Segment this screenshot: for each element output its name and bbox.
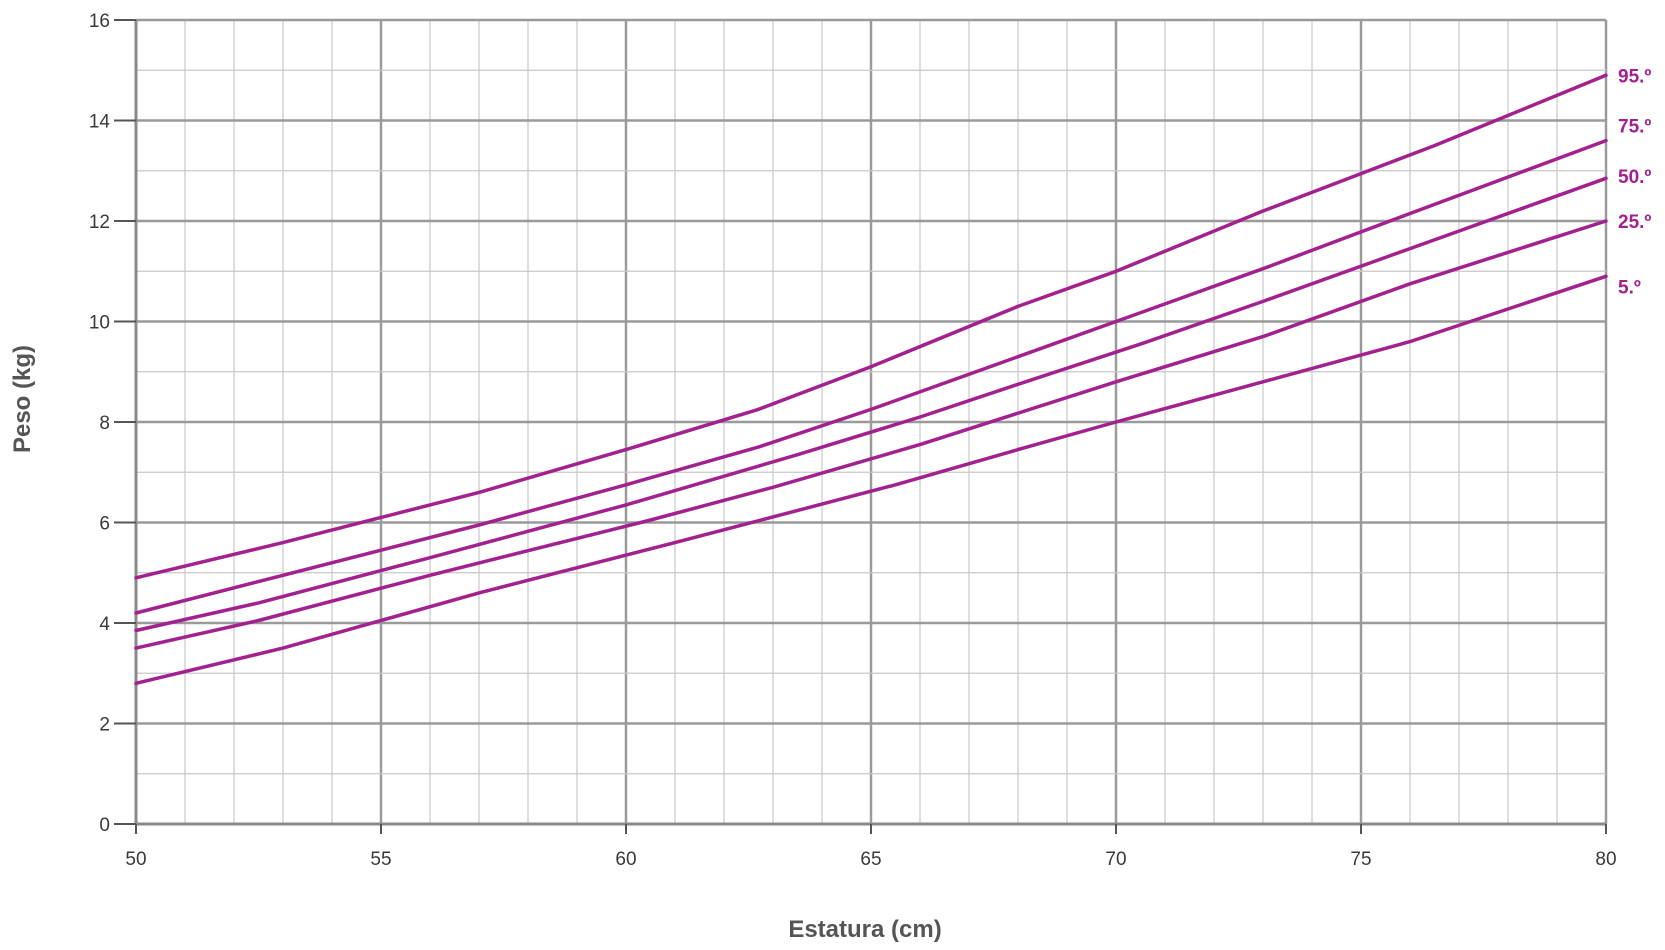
y-tick-label: 0 <box>99 815 110 836</box>
x-tick-label: 80 <box>1595 849 1616 870</box>
y-axis-title: Peso (kg) <box>9 345 36 453</box>
x-tick-label: 65 <box>860 849 881 870</box>
series-label: 5.º <box>1618 277 1641 298</box>
x-tick-label: 70 <box>1105 849 1126 870</box>
y-tick-label: 4 <box>99 614 110 635</box>
x-tick-label: 55 <box>370 849 391 870</box>
y-tick-label: 2 <box>99 715 110 736</box>
series-label: 25.º <box>1618 212 1651 233</box>
y-tick-label: 12 <box>89 212 110 233</box>
y-tick-label: 6 <box>99 514 110 535</box>
series-label: 95.º <box>1618 66 1651 87</box>
x-tick-label: 75 <box>1350 849 1371 870</box>
y-tick-label: 16 <box>89 11 110 32</box>
series-line-2 <box>134 176 1608 633</box>
series-labels: 95.º 75.º 50.º 25.º 5.º <box>1618 66 1651 298</box>
y-tick-label: 10 <box>89 313 110 334</box>
x-axis-title: Estatura (cm) <box>788 916 941 943</box>
tick-labels: 50 55 60 65 70 75 80 0 2 4 6 8 10 12 14 16 <box>89 11 1617 870</box>
series-lines <box>134 73 1608 686</box>
series-label: 50.º <box>1618 167 1651 188</box>
series-line-1 <box>134 138 1608 615</box>
series-line-0 <box>134 73 1608 580</box>
y-tick-label: 14 <box>89 112 111 133</box>
series-line-4 <box>134 274 1608 686</box>
series-line-3 <box>134 219 1608 650</box>
x-tick-label: 60 <box>615 849 636 870</box>
grid <box>134 18 1608 826</box>
series-label: 75.º <box>1618 117 1651 138</box>
x-tick-label: 50 <box>125 849 146 870</box>
y-tick-label: 8 <box>99 413 110 434</box>
